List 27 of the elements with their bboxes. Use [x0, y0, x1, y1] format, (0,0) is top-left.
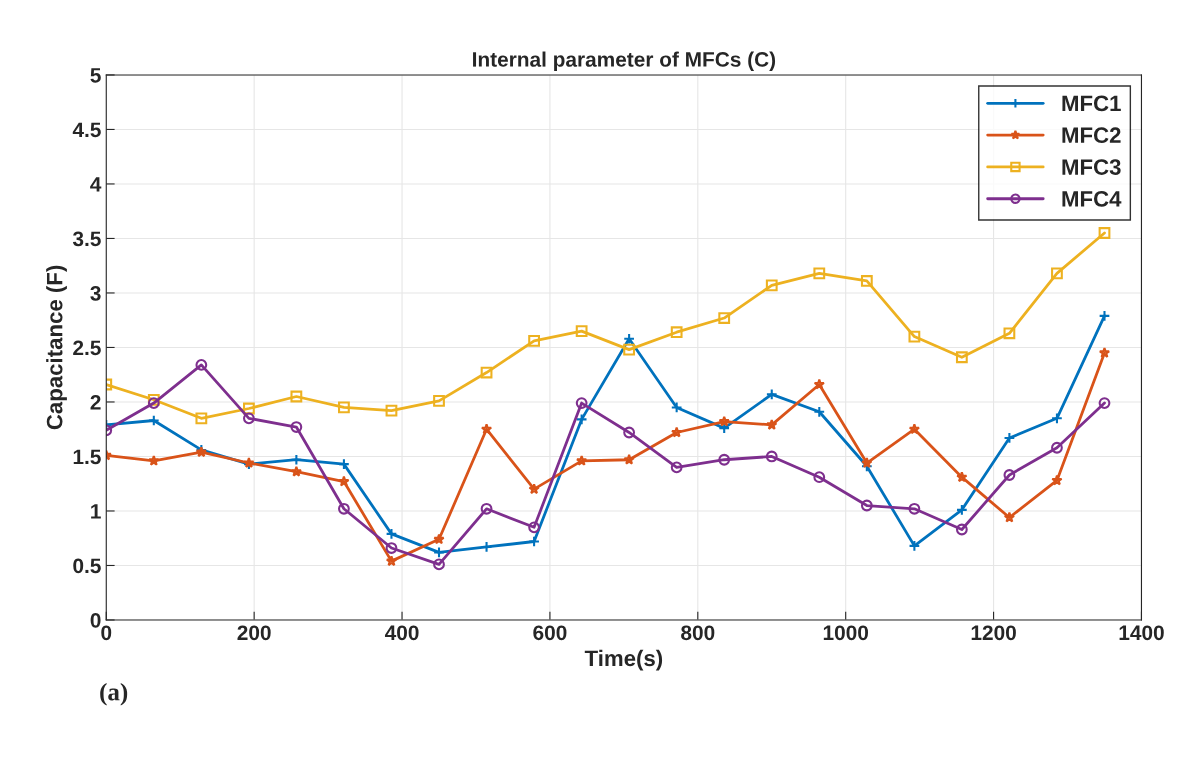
legend-label: MFC3	[1062, 159, 1121, 175]
y-tick-label: 5	[90, 68, 101, 83]
text: (a)	[100, 682, 128, 706]
legend-label: MFC4	[1062, 191, 1122, 207]
legend-label: MFC2	[1062, 127, 1121, 144]
x-tick-label: 1400	[1119, 625, 1164, 641]
y-tick-label: 0	[90, 612, 101, 628]
y-tick-label: 2	[90, 394, 101, 410]
x-tick-label: 1000	[823, 625, 869, 641]
y-tick-label: 3.5	[72, 231, 101, 247]
y-tick-label: 4	[90, 177, 102, 192]
x-tick-label: 0	[101, 625, 112, 641]
y-axis-title: Capacitance (F)	[46, 265, 67, 430]
y-tick-label: 1.5	[73, 449, 101, 465]
y-tick-label: 4.5	[72, 122, 101, 138]
x-tick-label: 800	[681, 625, 715, 641]
y-tick-label: 2.5	[73, 340, 101, 356]
x-tick-label: 400	[384, 625, 419, 641]
y-tick-label: 0.5	[73, 558, 101, 574]
x-axis-title: Time(s)	[584, 649, 663, 671]
y-tick-label: 1	[91, 504, 101, 519]
y-tick-label: 3	[90, 285, 101, 301]
x-tick-label: 200	[237, 625, 271, 641]
x-tick-label: 600	[533, 625, 567, 641]
legend-label: MFC1	[1062, 95, 1121, 112]
x-tick-label: 1200	[971, 625, 1016, 641]
chart-title: Internal parameter of MFCs (C)	[473, 51, 776, 71]
